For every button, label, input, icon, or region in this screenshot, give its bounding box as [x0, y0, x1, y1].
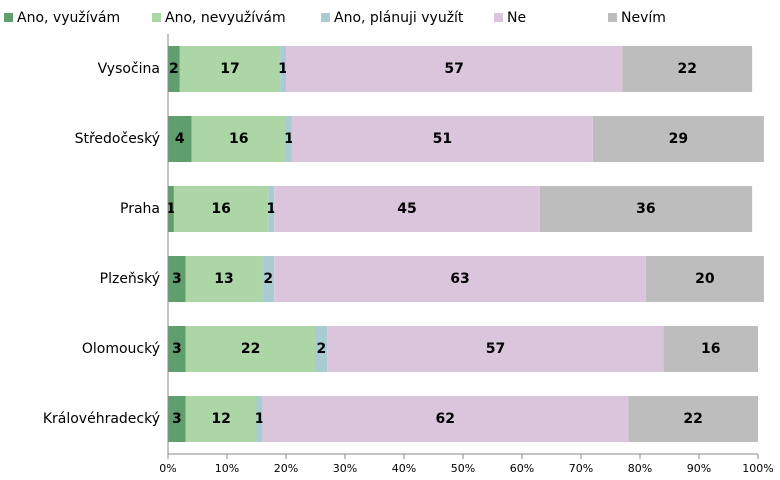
legend-swatch	[152, 13, 161, 22]
y-tick-label: Vysočina	[98, 61, 160, 77]
data-label: 29	[669, 131, 688, 147]
x-tick-label: 20%	[274, 462, 298, 475]
data-label: 2	[317, 341, 327, 357]
legend-label: Ne	[507, 10, 526, 26]
data-label: 16	[229, 131, 248, 147]
legend-swatch	[608, 13, 617, 22]
x-tick-label: 10%	[215, 462, 239, 475]
data-label: 3	[172, 411, 182, 427]
data-label: 1	[255, 411, 265, 427]
data-label: 57	[444, 61, 463, 77]
data-label: 1	[278, 61, 288, 77]
data-label: 22	[677, 61, 696, 77]
x-tick-label: 40%	[392, 462, 416, 475]
data-label: 12	[211, 411, 230, 427]
data-label: 63	[450, 271, 469, 287]
data-label: 22	[683, 411, 702, 427]
data-label: 1	[284, 131, 294, 147]
x-tick-label: 70%	[569, 462, 593, 475]
bar-segment	[168, 256, 186, 302]
bar-segment	[291, 116, 593, 162]
bar-segment	[274, 186, 540, 232]
data-label: 45	[397, 201, 416, 217]
data-label: 36	[636, 201, 655, 217]
data-label: 20	[695, 271, 715, 287]
x-tick-label: 80%	[628, 462, 652, 475]
bar-segment	[280, 46, 286, 92]
bar-segment	[268, 186, 275, 232]
data-label: 2	[169, 61, 179, 77]
bar-segment	[256, 396, 263, 442]
legend-swatch	[494, 13, 503, 22]
legend-label: Ano, využívám	[17, 10, 120, 26]
x-tick-label: 30%	[333, 462, 357, 475]
y-tick-label: Královéhradecký	[43, 411, 160, 427]
data-label: 62	[436, 411, 455, 427]
bar-segment	[262, 396, 629, 442]
bar-segment	[286, 116, 292, 162]
data-label: 13	[214, 271, 233, 287]
bar-segment	[179, 46, 281, 92]
x-tick-label: 50%	[451, 462, 475, 475]
data-label: 51	[433, 131, 452, 147]
bar-segment	[168, 396, 186, 442]
data-label: 3	[172, 341, 182, 357]
bar-segment	[185, 326, 316, 372]
y-tick-label: Olomoucký	[82, 341, 160, 357]
data-label: 1	[166, 201, 176, 217]
data-label: 16	[701, 341, 720, 357]
legend-swatch	[4, 13, 13, 22]
bar-segment	[628, 396, 758, 442]
bar-segment	[168, 46, 180, 92]
bar-segment	[327, 326, 664, 372]
bar-segment	[173, 186, 269, 232]
data-label: 3	[172, 271, 182, 287]
data-label: 17	[220, 61, 239, 77]
legend-label: Nevím	[621, 10, 666, 26]
bar-segment	[262, 256, 275, 302]
data-label: 1	[266, 201, 276, 217]
y-tick-label: Středočeský	[75, 131, 160, 147]
data-label: 22	[241, 341, 260, 357]
bar-segment	[185, 396, 257, 442]
bar-segment	[645, 256, 764, 302]
bar-segment	[168, 326, 186, 372]
y-tick-label: Plzeňský	[100, 271, 160, 287]
bar-segment	[168, 186, 174, 232]
data-label: 16	[211, 201, 230, 217]
bar-segment	[274, 256, 646, 302]
bar-segment	[168, 116, 192, 162]
legend-label: Ano, plánuji využít	[334, 10, 464, 26]
data-label: 2	[263, 271, 273, 287]
bar-segment	[592, 116, 764, 162]
y-tick-label: Praha	[120, 201, 160, 217]
x-tick-label: 0%	[159, 462, 176, 475]
bar-segment	[622, 46, 753, 92]
x-tick-label: 100%	[742, 462, 773, 475]
x-tick-label: 60%	[510, 462, 534, 475]
bar-segment	[663, 326, 758, 372]
data-label: 4	[175, 131, 185, 147]
bar-segment	[315, 326, 328, 372]
bar-segment	[185, 256, 263, 302]
legend-swatch	[321, 13, 330, 22]
bar-segment	[191, 116, 286, 162]
legend-label: Ano, nevyužívám	[165, 10, 286, 26]
data-label: 57	[486, 341, 505, 357]
bar-segment	[286, 46, 623, 92]
x-tick-label: 90%	[687, 462, 711, 475]
bar-segment	[539, 186, 753, 232]
